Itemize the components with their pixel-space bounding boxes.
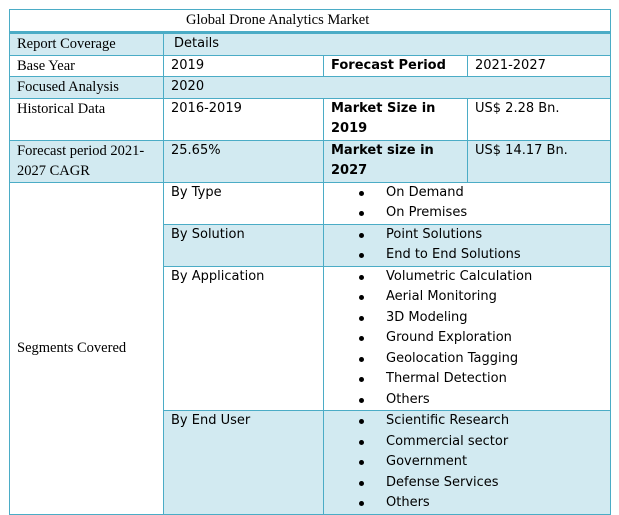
market-size-2027-label: Market size in 2027: [323, 139, 468, 183]
segment-type-name: By Type: [163, 181, 324, 225]
list-item: Geolocation Tagging: [359, 349, 610, 370]
list-item: Others: [359, 390, 610, 410]
list-item: Volumetric Calculation: [359, 267, 610, 287]
segment-application-items: Volumetric Calculation Aerial Monitoring…: [322, 265, 612, 411]
list-item: Thermal Detection: [359, 369, 610, 390]
list-item: Defense Services: [359, 473, 610, 494]
list-item: 3D Modeling: [359, 308, 610, 329]
segments-label: Segments Covered: [9, 181, 164, 515]
market-report-table: Global Drone Analytics Market Report Cov…: [8, 9, 612, 515]
list-item: On Demand: [359, 183, 610, 203]
cagr-label: Forecast period 2021-2027 CAGR: [9, 139, 164, 183]
market-size-2019-value: US$ 2.28 Bn.: [466, 97, 612, 141]
cagr-value: 25.65%: [163, 139, 324, 183]
list-item: Ground Exploration: [359, 328, 610, 349]
base-year-label: Base Year: [9, 54, 164, 77]
header-label: Report Coverage: [9, 32, 164, 56]
segment-type-items: On Demand On Premises: [322, 181, 612, 225]
list-item: Point Solutions: [359, 225, 610, 245]
header-value: Details: [162, 32, 612, 56]
focused-analysis-label: Focused Analysis: [9, 76, 164, 99]
table-title: Global Drone Analytics Market: [8, 9, 612, 34]
focused-analysis-value: 2020: [162, 76, 612, 99]
segment-application-name: By Application: [163, 265, 324, 411]
market-size-2019-label: Market Size in 2019: [323, 97, 468, 141]
market-size-2027-value: US$ 14.17 Bn.: [466, 139, 612, 183]
list-item: Commercial sector: [359, 432, 610, 453]
forecast-period-value: 2021-2027: [466, 54, 612, 77]
list-item: Scientific Research: [359, 412, 610, 432]
list-item: Aerial Monitoring: [359, 287, 610, 308]
list-item: End to End Solutions: [359, 245, 610, 265]
segment-end-user-items: Scientific Research Commercial sector Go…: [322, 410, 612, 515]
base-year-value: 2019: [163, 54, 324, 77]
list-item: On Premises: [359, 203, 610, 223]
segment-end-user-name: By End User: [163, 410, 324, 515]
historical-data-value: 2016-2019: [163, 97, 324, 141]
segment-solution-items: Point Solutions End to End Solutions: [322, 223, 612, 267]
list-item: Government: [359, 452, 610, 473]
list-item: Others: [359, 493, 610, 514]
forecast-period-label: Forecast Period: [323, 54, 468, 77]
segment-solution-name: By Solution: [163, 223, 324, 267]
historical-data-label: Historical Data: [9, 97, 164, 141]
